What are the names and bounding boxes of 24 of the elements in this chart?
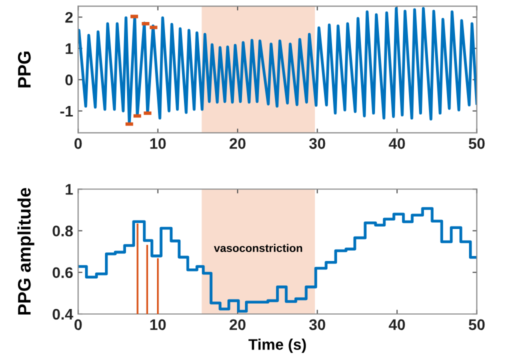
y-tick-label: 0: [65, 74, 73, 86]
y-tick-label: 0.6: [52, 267, 73, 278]
y-tick-label: -1: [60, 106, 73, 116]
y-axis-title: PPG: [18, 52, 31, 88]
y-axis-title: PPG amplitude: [17, 188, 34, 315]
y-tick-label: 1: [66, 43, 73, 54]
x-tick-label: 10: [150, 138, 166, 149]
x-tick-label: 30: [309, 138, 326, 149]
x-tick-label: 40: [388, 138, 405, 149]
x-tick-label: 0: [74, 138, 82, 149]
x-tick-label: 30: [309, 319, 326, 330]
y-tick-label: 2: [65, 12, 73, 23]
y-tick-label: 0.4: [52, 308, 74, 320]
x-tick-label: 20: [230, 138, 246, 149]
x-tick-label: 10: [150, 319, 166, 330]
band-label: vasoconstriction: [214, 244, 302, 252]
x-axis-title: Time (s): [248, 338, 306, 353]
x-tick-label: 50: [468, 138, 485, 149]
x-tick-label: 0: [74, 319, 82, 330]
x-tick-label: 50: [468, 319, 485, 330]
y-tick-label: 0.8: [52, 226, 73, 236]
x-tick-label: 40: [388, 319, 405, 330]
y-tick-label: 1: [66, 184, 73, 195]
x-tick-label: 20: [230, 319, 246, 330]
